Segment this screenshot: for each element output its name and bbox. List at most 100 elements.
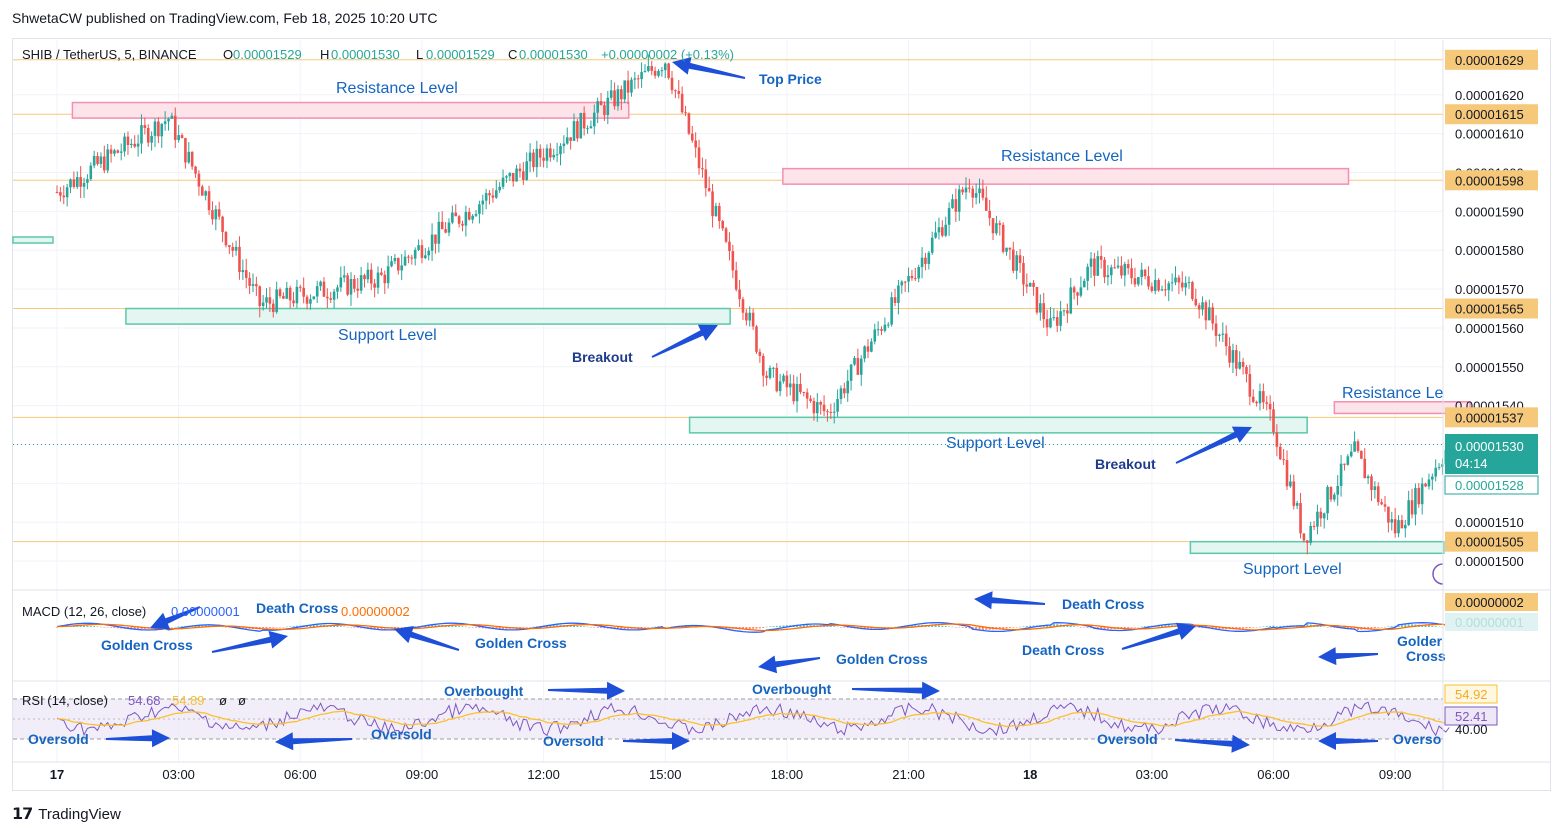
- macd-histogram-bar: [1103, 627, 1106, 630]
- macd-histogram-bar: [1025, 626, 1028, 627]
- candle-body: [407, 256, 410, 258]
- candle-body: [1194, 298, 1198, 306]
- death-cross-arrow: [1121, 622, 1196, 650]
- candle-body: [72, 179, 76, 187]
- macd-histogram-bar: [79, 625, 82, 627]
- tradingview-logo-icon: 𝟭𝟳: [12, 806, 33, 823]
- macd-histogram-bar: [779, 625, 782, 627]
- macd-histogram-bar: [349, 627, 352, 628]
- candle-body: [1400, 520, 1404, 529]
- candle-body: [697, 147, 701, 169]
- macd-histogram-bar: [833, 626, 836, 627]
- macd-histogram-bar: [839, 627, 842, 628]
- macd-histogram-bar: [275, 627, 278, 628]
- candle-body: [89, 165, 93, 180]
- candle-body: [69, 179, 72, 188]
- candle-body: [1096, 256, 1100, 276]
- candle-body: [505, 176, 508, 178]
- candle-body: [1153, 279, 1157, 291]
- candle-body: [1380, 502, 1383, 505]
- death-cross-arrow: [974, 591, 1046, 610]
- macd-histogram-bar: [944, 626, 947, 627]
- candle-body: [1042, 303, 1046, 320]
- candle-body: [1055, 317, 1059, 326]
- candle-body: [663, 63, 667, 71]
- alert-circle-icon: [1432, 563, 1444, 585]
- candle-body: [599, 101, 603, 106]
- macd-tag: 0.00000002: [1455, 595, 1524, 610]
- candle-body: [866, 346, 870, 352]
- candle-body: [853, 357, 856, 365]
- macd-histogram-bar: [961, 627, 964, 628]
- candle-body: [403, 256, 407, 266]
- candle-body: [1397, 520, 1400, 534]
- candle-body: [1393, 519, 1397, 534]
- candle-body: [420, 245, 424, 258]
- candle-body: [1022, 263, 1025, 285]
- candle-body: [1333, 494, 1336, 500]
- resistance-zone: [782, 167, 1350, 185]
- macd-histogram-bar: [1015, 627, 1018, 628]
- breakout-label: Breakout: [572, 349, 633, 365]
- candle-body: [434, 234, 437, 244]
- countdown-tag: 04:14: [1455, 456, 1488, 471]
- macd-histogram-bar: [427, 625, 430, 627]
- macd-histogram-bar: [978, 627, 981, 630]
- macd-histogram-bar: [1400, 624, 1403, 627]
- macd-histogram-bar: [586, 626, 589, 628]
- macd-tag-box: [1445, 613, 1538, 631]
- candle-body: [511, 172, 515, 182]
- candle-body: [1093, 258, 1096, 276]
- candle-body: [356, 288, 360, 291]
- macd-histogram-bar: [643, 627, 646, 628]
- golden-cross-label: Golden Cross: [836, 651, 928, 667]
- macd-histogram-bar: [1427, 625, 1430, 627]
- candle-body: [153, 121, 157, 136]
- candle-body: [914, 278, 917, 280]
- candle-body: [1211, 307, 1214, 324]
- macd-histogram-bar: [262, 627, 265, 629]
- candle-body: [326, 296, 329, 299]
- candle-body: [194, 166, 197, 174]
- candle-body: [130, 143, 133, 146]
- candle-body: [292, 300, 295, 304]
- candle-body: [998, 223, 1002, 225]
- candle-body: [917, 267, 920, 279]
- candle-body: [1262, 391, 1265, 403]
- candle-body: [1224, 333, 1228, 347]
- macd-histogram-bar: [1255, 627, 1258, 628]
- candle-body: [572, 121, 576, 141]
- chart-canvas[interactable]: Resistance Level Resistance Level Resistan…: [0, 0, 1563, 800]
- candle-body: [1015, 255, 1018, 271]
- macd-histogram-bar: [498, 627, 501, 629]
- candle-body: [1184, 282, 1187, 288]
- macd-histogram-bar: [1279, 625, 1282, 627]
- resistance-label: Resistance Le: [1342, 385, 1443, 402]
- footer-brand[interactable]: 𝟭𝟳 TradingView: [12, 804, 121, 824]
- macd-histogram-bar: [616, 627, 619, 629]
- candle-body: [522, 171, 525, 180]
- macd-histogram-bar: [552, 625, 555, 627]
- time-tick: 12:00: [527, 767, 560, 782]
- macd-histogram-bar: [393, 627, 396, 629]
- golden-cross-arrow: [394, 626, 460, 651]
- candle-body: [96, 155, 99, 164]
- macd-histogram-bar: [867, 627, 869, 629]
- macd-value: 0.00000001: [171, 604, 240, 619]
- candle-body: [1110, 267, 1113, 276]
- overbought-arrow: [852, 681, 940, 700]
- candle-body: [349, 279, 353, 295]
- candle-body: [430, 234, 434, 251]
- oversold-label: Oversold: [1097, 731, 1158, 747]
- time-tick: 06:00: [284, 767, 317, 782]
- macd-histogram-bar: [569, 625, 572, 627]
- candle-body: [248, 277, 251, 286]
- candle-body: [1147, 276, 1150, 287]
- macd-histogram-bar: [863, 627, 866, 629]
- price-tick: 0.00001590: [1455, 204, 1524, 219]
- candle-body: [1292, 481, 1296, 506]
- macd-histogram-bar: [1049, 625, 1052, 627]
- candle-body: [123, 136, 126, 152]
- macd-histogram-bar: [83, 625, 86, 627]
- candle-body: [1170, 282, 1174, 284]
